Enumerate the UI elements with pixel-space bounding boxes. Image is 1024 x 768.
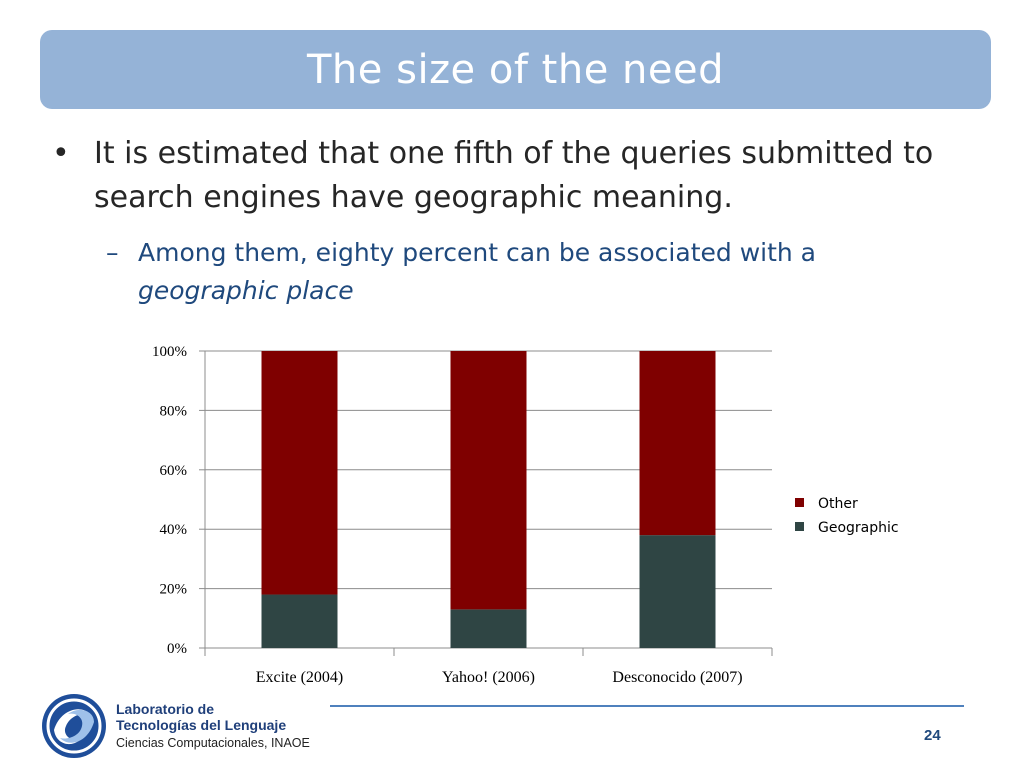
lab-subtitle: Ciencias Computacionales, INAOE (116, 736, 310, 750)
legend-swatch-other (795, 498, 804, 507)
page-number: 24 (924, 727, 941, 744)
bullet-text: It is estimated that one fifth of the qu… (94, 136, 934, 215)
x-category-label: Excite (2004) (256, 669, 344, 686)
legend-swatch-geographic (795, 522, 804, 531)
bar-segment-other (639, 351, 716, 536)
sub-bullet-emphasis: geographic place (138, 276, 354, 305)
sub-bullet-main-text: Among them, eighty percent can be associ… (138, 238, 817, 267)
stacked-bar-chart: 0% 20% 40% 60% 80% 100% Excite (2004) Yahoo! (2… (152, 344, 899, 686)
lab-name-line2: Tecnologías del Lenguaje (116, 717, 287, 733)
bullet-marker: • (52, 136, 70, 171)
sub-bullet-text: Among them, eighty percent can be associ… (138, 234, 958, 310)
legend-label-other: Other (818, 496, 858, 512)
y-tick-label: 100% (152, 344, 187, 360)
slide-title-bar: The size of the need (40, 30, 991, 109)
lab-name-line1: Laboratorio de (116, 701, 215, 717)
footer-divider (330, 705, 964, 707)
x-category-label: Desconocido (2007) (612, 669, 742, 686)
y-tick-label: 40% (160, 522, 188, 538)
x-category-label: Yahoo! (2006) (442, 669, 535, 686)
y-tick-label: 20% (160, 582, 188, 598)
bar-segment-geographic (261, 594, 338, 648)
y-tick-label: 60% (160, 463, 188, 479)
inaoe-logo-icon (42, 694, 106, 758)
bar-segment-other (261, 351, 338, 595)
y-tick-label: 80% (160, 403, 188, 419)
slide-title: The size of the need (307, 46, 724, 93)
sub-bullet-marker: – (106, 238, 119, 267)
bar-segment-geographic (639, 535, 716, 648)
legend-label-geographic: Geographic (818, 520, 899, 536)
y-tick-label: 0% (167, 641, 187, 657)
bar-segment-geographic (450, 609, 527, 648)
bar-segment-other (450, 351, 527, 610)
